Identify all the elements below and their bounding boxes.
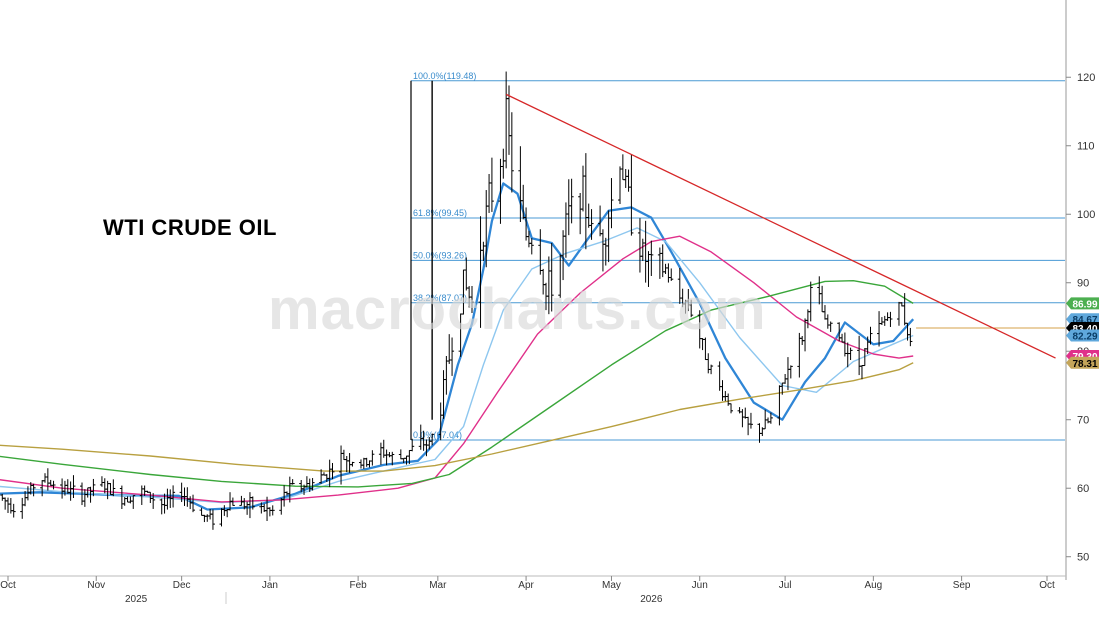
price-tag: 78.31: [1066, 356, 1099, 370]
price-tag-label: 84.67: [1072, 315, 1097, 326]
x-tick-label: Apr: [518, 580, 534, 591]
moving-average-line-5: [0, 362, 914, 472]
price-tag-label: 83.40: [1072, 324, 1097, 335]
x-tick-label: Nov: [87, 580, 105, 591]
price-tag: 82.29: [1066, 329, 1099, 343]
price-tag-label: 78.31: [1072, 359, 1097, 370]
price-bars: [0, 71, 913, 530]
trendline: [505, 93, 1056, 359]
x-year-label: 2026: [640, 594, 663, 605]
y-tick-label: 60: [1077, 483, 1089, 495]
fib-level-label: 61.8%(99.45): [413, 208, 467, 218]
watermark: macrocharts.com: [268, 277, 767, 342]
moving-average-line-4: [0, 280, 914, 488]
y-tick-label: 90: [1077, 278, 1089, 290]
y-tick-label: 70: [1077, 415, 1089, 427]
chart-title: WTI CRUDE OIL: [103, 215, 277, 240]
price-tag-label: 82.29: [1072, 332, 1097, 343]
x-tick-label: Sep: [953, 580, 971, 591]
x-tick-label: Jun: [692, 580, 708, 591]
fib-level-label: 50.0%(93.26): [413, 250, 467, 260]
x-tick-label: Dec: [173, 580, 191, 591]
price-tag: 86.99: [1066, 297, 1099, 310]
fib-level-label: 0.0%(67.04): [413, 430, 462, 440]
price-tag-label: 86.99: [1072, 299, 1097, 310]
fib-level-label: 38.2%(87.07): [413, 293, 467, 303]
price-tag-box: [1066, 297, 1099, 310]
x-tick-label: Jul: [779, 580, 792, 591]
y-tick-label: 100: [1077, 209, 1095, 221]
x-tick-label: Oct: [0, 580, 16, 591]
x-tick-label: Jan: [262, 580, 278, 591]
x-tick-label: May: [602, 580, 621, 591]
x-tick-label: Mar: [429, 580, 447, 591]
y-tick-label: 50: [1077, 552, 1089, 564]
moving-average-line-3: [0, 235, 914, 503]
price-tag-box: [1066, 356, 1099, 369]
moving-average-line-1: [0, 182, 915, 511]
price-tag-box: [1066, 329, 1099, 342]
x-tick-label: Oct: [1039, 580, 1055, 591]
y-tick-label: 110: [1077, 141, 1095, 153]
y-tick-label: 120: [1077, 72, 1095, 84]
fib-level-label: 100.0%(119.48): [413, 71, 476, 81]
x-tick-label: Aug: [864, 580, 882, 591]
x-year-label: 2025: [125, 594, 148, 605]
x-tick-label: Feb: [350, 580, 368, 591]
